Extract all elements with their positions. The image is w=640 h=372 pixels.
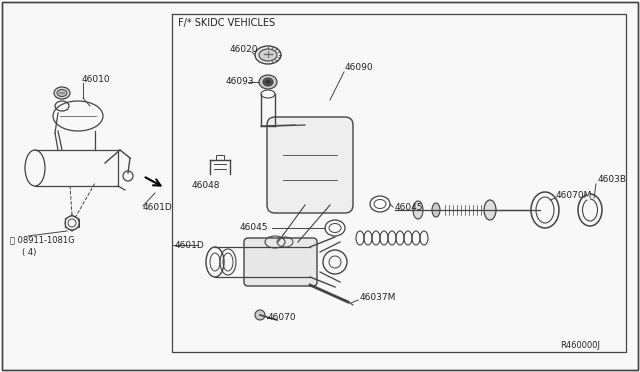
Text: 46045: 46045 [240, 224, 269, 232]
Ellipse shape [255, 46, 281, 64]
Text: ( 4): ( 4) [22, 247, 36, 257]
Text: R460000J: R460000J [560, 341, 600, 350]
Ellipse shape [57, 90, 67, 96]
Text: ⓝ 08911-1081G: ⓝ 08911-1081G [10, 235, 75, 244]
Text: 46093: 46093 [226, 77, 255, 87]
Text: 4601D: 4601D [175, 241, 205, 250]
Text: 46070: 46070 [268, 314, 296, 323]
Text: 46037M: 46037M [360, 294, 396, 302]
Text: 46048: 46048 [192, 180, 221, 189]
Ellipse shape [54, 87, 70, 99]
Text: 4603B: 4603B [598, 176, 627, 185]
Ellipse shape [484, 200, 496, 220]
FancyBboxPatch shape [244, 238, 317, 286]
Text: 46045: 46045 [395, 202, 424, 212]
Ellipse shape [263, 78, 273, 86]
Text: 46090: 46090 [345, 64, 374, 73]
Ellipse shape [259, 49, 277, 61]
Circle shape [255, 310, 265, 320]
Ellipse shape [413, 201, 423, 219]
Bar [216, 155, 224, 160]
Text: 46010: 46010 [82, 76, 111, 84]
Ellipse shape [259, 75, 277, 89]
Ellipse shape [266, 80, 271, 84]
FancyBboxPatch shape [267, 117, 353, 213]
Ellipse shape [432, 203, 440, 217]
Text: 46020: 46020 [230, 45, 259, 55]
Text: 46070M: 46070M [556, 190, 593, 199]
Text: 4601D: 4601D [143, 203, 173, 212]
Text: F/* SKIDC VEHICLES: F/* SKIDC VEHICLES [178, 18, 275, 28]
